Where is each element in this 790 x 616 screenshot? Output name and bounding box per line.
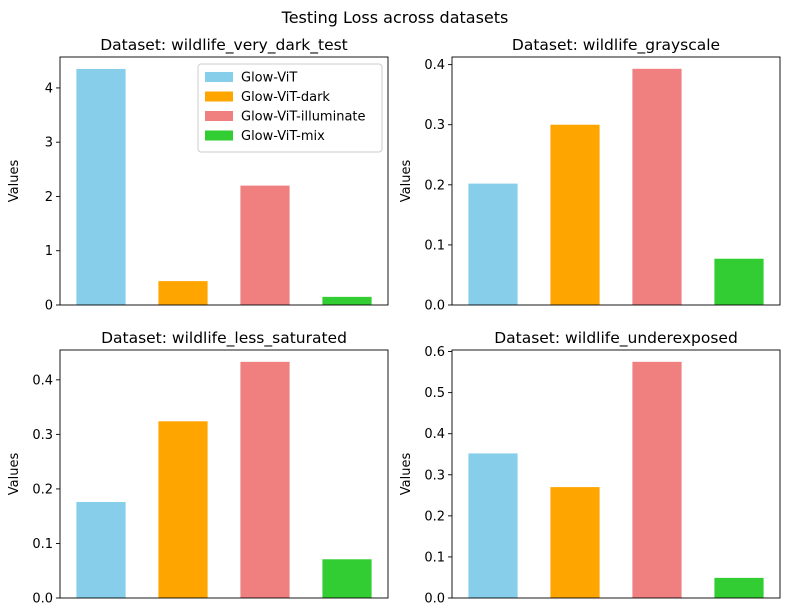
y-tick-label: 0.1 bbox=[424, 550, 445, 565]
axes-frame bbox=[451, 56, 781, 306]
axes-frame bbox=[451, 349, 781, 599]
y-tick-label: 0.6 bbox=[424, 345, 445, 360]
bar-4-4 bbox=[714, 577, 764, 598]
subplot-title: Dataset: wildlife_less_saturated bbox=[101, 329, 347, 348]
y-tick-label: 0 bbox=[45, 299, 53, 314]
y-tick-label: 2 bbox=[45, 190, 53, 205]
legend-swatch bbox=[205, 91, 233, 102]
bar-1-4 bbox=[322, 296, 372, 305]
bar-4-3 bbox=[632, 361, 682, 598]
bar-3-4 bbox=[322, 559, 372, 598]
bar-1-2 bbox=[158, 281, 208, 305]
subplot-1: 0 1 2 3 4 Dataset: wildlife_very_dark_test Val… bbox=[7, 36, 389, 314]
legend-swatch bbox=[205, 72, 233, 82]
y-tick-label: 0.3 bbox=[424, 468, 445, 483]
bar-3-2 bbox=[158, 421, 208, 598]
y-tick-label: 0.0 bbox=[32, 592, 53, 607]
figure-title: Testing Loss across datasets bbox=[281, 8, 509, 27]
y-tick-label: 4 bbox=[45, 81, 53, 96]
y-tick-label: 0.2 bbox=[32, 482, 53, 497]
subplot-3: 0.0 0.1 0.2 0.3 0.4 Dataset: wildlife_less_sa… bbox=[7, 329, 389, 607]
y-tick-label: 0.3 bbox=[424, 118, 445, 133]
legend: Glow-ViT Glow-ViT-dark Glow-ViT-illuminate… bbox=[197, 63, 383, 153]
bar-2-3 bbox=[632, 68, 682, 305]
y-axis-label: Values bbox=[399, 453, 414, 496]
legend-label: Glow-ViT-dark bbox=[241, 90, 330, 105]
y-tick-label: 0.0 bbox=[424, 592, 445, 607]
y-tick-label: 1 bbox=[45, 244, 53, 259]
bar-2-4 bbox=[714, 258, 764, 305]
bar-3-3 bbox=[240, 361, 290, 598]
axes-frame bbox=[59, 56, 389, 306]
bar-4-2 bbox=[550, 487, 600, 598]
legend-label: Glow-ViT bbox=[241, 71, 297, 86]
y-tick-label: 0.4 bbox=[32, 373, 53, 388]
bar-3-1 bbox=[76, 502, 126, 598]
legend-label: Glow-ViT-mix bbox=[241, 129, 325, 144]
subplots: 0 1 2 3 4 Dataset: wildlife_very_dark_test Val… bbox=[7, 36, 781, 607]
subplot-title: Dataset: wildlife_grayscale bbox=[512, 36, 720, 55]
y-tick-label: 0.3 bbox=[32, 428, 53, 443]
axes-frame bbox=[59, 349, 389, 599]
subplot-title: Dataset: wildlife_very_dark_test bbox=[100, 36, 348, 55]
y-tick-label: 0.5 bbox=[424, 386, 445, 401]
bar-2-1 bbox=[468, 183, 518, 305]
legend-box bbox=[197, 63, 383, 153]
subplot-title: Dataset: wildlife_underexposed bbox=[494, 329, 738, 348]
y-tick-label: 0.1 bbox=[424, 238, 445, 253]
y-axis-label: Values bbox=[7, 453, 22, 496]
bar-1-1 bbox=[76, 68, 126, 305]
y-tick-label: 0.1 bbox=[32, 537, 53, 552]
bar-1-3 bbox=[240, 185, 290, 305]
y-axis-label: Values bbox=[399, 160, 414, 203]
bar-2-2 bbox=[550, 124, 600, 305]
legend-swatch bbox=[205, 130, 233, 141]
y-axis-label: Values bbox=[7, 160, 22, 203]
y-tick-label: 0.2 bbox=[424, 509, 445, 524]
y-tick-label: 0.4 bbox=[424, 427, 445, 442]
y-tick-label: 0.0 bbox=[424, 299, 445, 314]
subplot-2: 0.0 0.1 0.2 0.3 0.4 Dataset: wildlife_graysca… bbox=[399, 36, 781, 314]
y-tick-label: 0.2 bbox=[424, 178, 445, 193]
bar-4-1 bbox=[468, 453, 518, 598]
legend-label: Glow-ViT-illuminate bbox=[241, 110, 366, 125]
y-tick-label: 0.4 bbox=[424, 58, 445, 73]
y-tick-label: 3 bbox=[45, 136, 53, 151]
subplot-4: 0.0 0.1 0.2 0.3 0.4 0.5 0.6 Dataset: wildlife_u… bbox=[399, 329, 781, 607]
legend-swatch bbox=[205, 111, 233, 121]
